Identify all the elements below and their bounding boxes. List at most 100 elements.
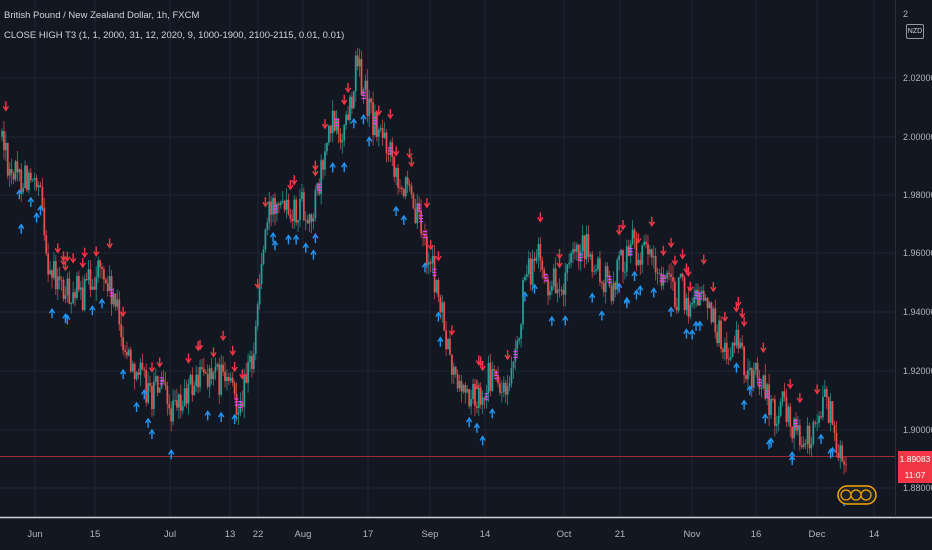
candle-body bbox=[708, 302, 711, 308]
candle-body bbox=[739, 342, 742, 349]
candle-body bbox=[39, 185, 42, 188]
sell-arrowhead-icon bbox=[423, 202, 431, 209]
candle-body bbox=[783, 391, 786, 398]
candle-body bbox=[122, 337, 125, 351]
indicator-label[interactable]: CLOSE HIGH T3 (1, 1, 2000, 31, 12, 2020,… bbox=[4, 30, 345, 41]
candle-body bbox=[818, 416, 820, 423]
candle-body bbox=[550, 286, 553, 292]
candle-body bbox=[589, 254, 592, 257]
sell-arrowhead-icon bbox=[537, 216, 544, 223]
candle-body bbox=[102, 269, 105, 280]
candle-body bbox=[31, 179, 34, 181]
y-tick-label: 2.00000 bbox=[903, 132, 932, 142]
candle-body bbox=[743, 346, 746, 376]
candle-body bbox=[141, 362, 144, 370]
x-tick-label: 16 bbox=[751, 529, 762, 540]
buy-arrowhead-icon bbox=[33, 212, 40, 218]
candle-body bbox=[287, 199, 290, 215]
x-tick-label: 15 bbox=[90, 529, 101, 540]
sell-arrowhead-icon bbox=[194, 345, 202, 352]
candle-body bbox=[79, 287, 82, 290]
buy-arrowhead-icon bbox=[788, 450, 796, 457]
candle-body bbox=[397, 168, 399, 188]
candle-body bbox=[635, 238, 638, 266]
buy-arrowhead-icon bbox=[788, 454, 796, 461]
candle-body bbox=[247, 362, 249, 383]
buy-arrowhead-icon bbox=[341, 161, 348, 168]
candle-body bbox=[22, 187, 25, 193]
buy-arrowhead-icon bbox=[465, 416, 473, 423]
candle-body bbox=[166, 385, 169, 404]
candle-body bbox=[395, 168, 398, 177]
candle-body bbox=[177, 394, 180, 408]
candle-body bbox=[706, 297, 709, 308]
event-badge-icon bbox=[837, 485, 877, 505]
sell-arrowhead-icon bbox=[556, 253, 563, 260]
buy-arrowhead-icon bbox=[89, 304, 96, 311]
candle-body bbox=[639, 259, 642, 265]
candle-body bbox=[579, 251, 582, 262]
sell-arrowhead-icon bbox=[254, 283, 261, 290]
buy-arrowhead-icon bbox=[829, 446, 836, 453]
candle-body bbox=[12, 173, 15, 180]
candle-body bbox=[372, 102, 374, 136]
candle-body bbox=[137, 372, 140, 375]
candle-body bbox=[62, 280, 65, 299]
candle-body bbox=[351, 96, 353, 109]
candle-body bbox=[637, 259, 640, 266]
candle-body bbox=[443, 302, 446, 331]
candle-body bbox=[120, 324, 123, 338]
candle-body bbox=[258, 283, 261, 305]
candle-body bbox=[431, 256, 434, 264]
candle-body bbox=[439, 296, 442, 313]
candle-body bbox=[341, 140, 344, 143]
candle-body bbox=[652, 256, 655, 258]
candle-body bbox=[558, 289, 561, 291]
sell-arrowhead-icon bbox=[291, 179, 298, 186]
sell-arrowhead-icon bbox=[312, 170, 319, 177]
candle-body bbox=[93, 286, 96, 290]
symbol-title[interactable]: British Pound / New Zealand Dollar, 1h, … bbox=[4, 10, 200, 21]
candle-body bbox=[648, 249, 651, 255]
candle-body bbox=[229, 377, 232, 381]
sell-arrowhead-icon bbox=[262, 201, 269, 208]
candle-body bbox=[193, 385, 196, 395]
candle-body bbox=[424, 234, 426, 237]
candle-body bbox=[541, 260, 544, 270]
candle-body bbox=[126, 351, 128, 356]
candle-body bbox=[101, 267, 103, 270]
candle-body bbox=[697, 289, 699, 306]
candle-body bbox=[762, 375, 765, 389]
candle-body bbox=[89, 269, 92, 290]
candle-body bbox=[693, 297, 696, 303]
buy-arrowhead-icon bbox=[489, 408, 496, 414]
buy-arrowhead-icon bbox=[141, 389, 148, 395]
candle-body bbox=[279, 202, 282, 206]
candle-body bbox=[326, 142, 328, 152]
candle-body bbox=[816, 422, 819, 424]
buy-arrowhead-icon bbox=[548, 315, 556, 322]
candle-body bbox=[687, 298, 690, 317]
buy-arrowhead-icon bbox=[302, 242, 309, 249]
sell-arrowhead-icon bbox=[408, 161, 415, 168]
candle-body bbox=[812, 422, 815, 445]
candle-body bbox=[3, 130, 5, 151]
candle-body bbox=[385, 132, 388, 154]
candle-body bbox=[243, 374, 246, 407]
candle-body bbox=[758, 378, 761, 389]
candle-body bbox=[641, 245, 644, 265]
candle-body bbox=[520, 324, 522, 339]
candle-body bbox=[104, 279, 107, 284]
candle-body bbox=[285, 199, 288, 210]
candle-body bbox=[772, 399, 774, 400]
candle-body bbox=[602, 283, 605, 293]
candle-body bbox=[704, 297, 707, 301]
buy-arrowhead-icon bbox=[16, 188, 23, 195]
currency-badge[interactable]: NZD bbox=[906, 24, 924, 39]
candle-body bbox=[493, 369, 496, 371]
candle-body bbox=[235, 393, 238, 415]
buy-arrowhead-icon bbox=[292, 234, 300, 240]
candle-body bbox=[108, 276, 111, 292]
candle-body bbox=[329, 125, 332, 134]
